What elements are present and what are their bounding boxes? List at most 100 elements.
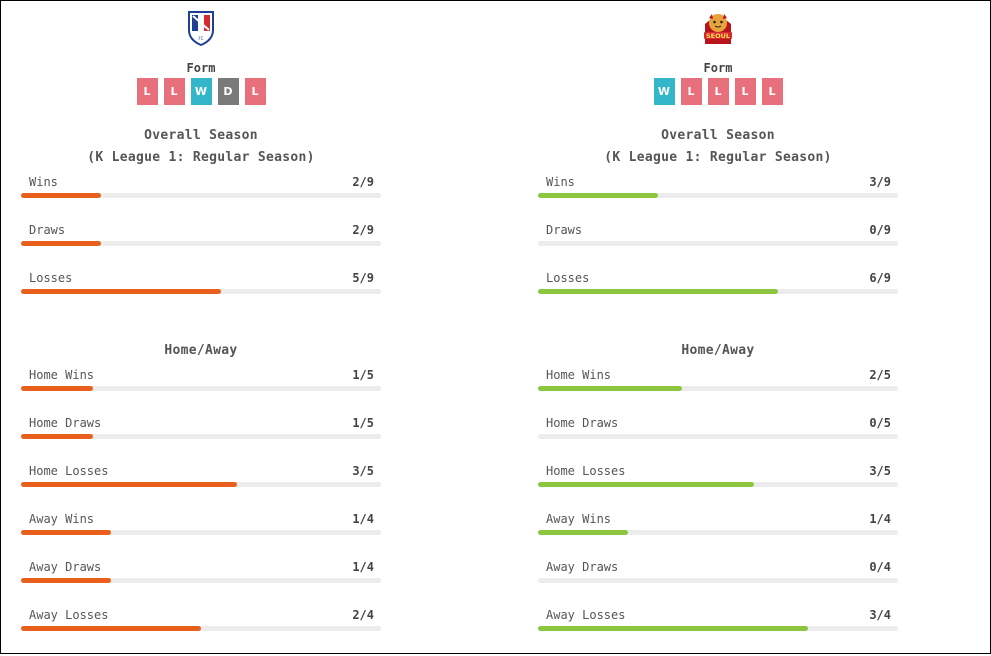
stat-value: 2/4 <box>352 608 374 622</box>
form-result-badge: L <box>244 78 266 105</box>
stat-value: 3/9 <box>869 175 891 189</box>
stat-row: Away Losses 2/4 <box>21 608 381 656</box>
stat-value: 2/5 <box>869 368 891 382</box>
stat-bar-track <box>538 482 898 487</box>
stat-label: Away Draws <box>546 560 619 574</box>
stat-row: Home Wins 1/5 <box>21 368 381 416</box>
home-homeaway-stats: Home Wins 1/5 Home Draws 1/5 Home Losses 3/5 A… <box>21 368 381 656</box>
stat-value: 1/4 <box>352 512 374 526</box>
stat-row: Draws 2/9 <box>21 223 381 271</box>
form-result-badge: D <box>217 78 239 105</box>
stat-row: Home Wins 2/5 <box>538 368 898 416</box>
home-overall-stats: Wins 2/9 Draws 2/9 Losses 5/9 <box>21 175 381 319</box>
stat-value: 2/9 <box>352 223 374 237</box>
stat-row: Home Losses 3/5 <box>538 464 898 512</box>
stat-bar-track <box>21 434 381 439</box>
away-overall-subtitle: (K League 1: Regular Season) <box>604 150 832 165</box>
stat-bar-fill <box>538 193 658 198</box>
stat-bar-track <box>538 386 898 391</box>
stat-bar-fill <box>538 530 628 535</box>
stat-row: Away Draws 0/4 <box>538 560 898 608</box>
stat-bar-track <box>21 626 381 631</box>
stat-bar-track <box>538 434 898 439</box>
stat-label: Home Wins <box>546 368 612 382</box>
home-team-logo: FC <box>21 1 381 58</box>
stat-value: 3/4 <box>869 608 891 622</box>
form-result-badge: L <box>734 78 756 105</box>
stat-bar-track <box>21 530 381 535</box>
stat-value: 0/4 <box>869 560 891 574</box>
stat-label: Home Draws <box>546 416 619 430</box>
stat-row: Home Draws 0/5 <box>538 416 898 464</box>
stat-label: Losses <box>546 271 590 285</box>
stat-value: 3/5 <box>352 464 374 478</box>
home-form-title: Form <box>186 61 216 75</box>
home-homeaway-title: Home/Away <box>164 343 238 358</box>
stat-label: Wins <box>29 175 58 189</box>
stat-bar-fill <box>21 289 222 294</box>
form-result-badge: L <box>707 78 729 105</box>
stat-bar-fill <box>21 193 101 198</box>
stat-value: 1/4 <box>869 512 891 526</box>
stat-bar-fill <box>538 386 682 391</box>
form-result-badge: W <box>653 78 675 105</box>
stat-bar-track <box>538 530 898 535</box>
stat-row: Wins 3/9 <box>538 175 898 223</box>
stat-value: 1/5 <box>352 368 374 382</box>
fc-seoul-crest-icon: SEOUL <box>704 14 732 44</box>
stat-value: 3/5 <box>869 464 891 478</box>
stat-bar-fill <box>538 289 778 294</box>
stat-label: Draws <box>29 223 66 237</box>
stat-label: Wins <box>546 175 575 189</box>
stat-row: Home Losses 3/5 <box>21 464 381 512</box>
stat-bar-track <box>538 241 898 246</box>
away-form-title: Form <box>703 61 733 75</box>
stat-label: Away Losses <box>29 608 109 622</box>
stat-bar-fill <box>21 482 237 487</box>
svg-text:FC: FC <box>198 36 203 41</box>
stat-row: Losses 5/9 <box>21 271 381 319</box>
stat-value: 6/9 <box>869 271 891 285</box>
away-homeaway-stats: Home Wins 2/5 Home Draws 0/5 Home Losses 3/5 A… <box>538 368 898 656</box>
stat-bar-fill <box>21 434 93 439</box>
stat-value: 5/9 <box>352 271 374 285</box>
stat-bar-fill <box>21 530 111 535</box>
away-overall-stats: Wins 3/9 Draws 0/9 Losses 6/9 <box>538 175 898 319</box>
stat-row: Draws 0/9 <box>538 223 898 271</box>
form-result-badge: W <box>190 78 212 105</box>
stat-bar-track <box>538 289 898 294</box>
stat-label: Home Losses <box>546 464 626 478</box>
stat-label: Home Losses <box>29 464 109 478</box>
stat-bar-track <box>21 193 381 198</box>
stat-bar-track <box>21 482 381 487</box>
stat-bar-fill <box>538 482 754 487</box>
stat-bar-track <box>538 626 898 631</box>
stat-label: Away Draws <box>29 560 102 574</box>
form-result-badge: L <box>761 78 783 105</box>
stat-row: Away Losses 3/4 <box>538 608 898 656</box>
stat-bar-track <box>21 386 381 391</box>
stat-label: Away Wins <box>546 512 612 526</box>
stat-row: Away Draws 1/4 <box>21 560 381 608</box>
stat-row: Away Wins 1/4 <box>21 512 381 560</box>
stat-value: 0/9 <box>869 223 891 237</box>
stat-label: Home Wins <box>29 368 95 382</box>
form-result-badge: L <box>136 78 158 105</box>
svg-text:SEOUL: SEOUL <box>706 32 730 40</box>
home-overall-subtitle: (K League 1: Regular Season) <box>87 150 315 165</box>
stat-value: 0/5 <box>869 416 891 430</box>
stat-bar-track <box>538 578 898 583</box>
stat-value: 1/5 <box>352 416 374 430</box>
stat-label: Home Draws <box>29 416 102 430</box>
stat-label: Draws <box>546 223 583 237</box>
form-result-badge: L <box>680 78 702 105</box>
suwon-crest-icon: FC <box>188 11 214 46</box>
stat-bar-track <box>21 241 381 246</box>
stat-bar-fill <box>21 241 101 246</box>
stat-value: 2/9 <box>352 175 374 189</box>
stat-label: Losses <box>29 271 73 285</box>
form-result-badge: L <box>163 78 185 105</box>
